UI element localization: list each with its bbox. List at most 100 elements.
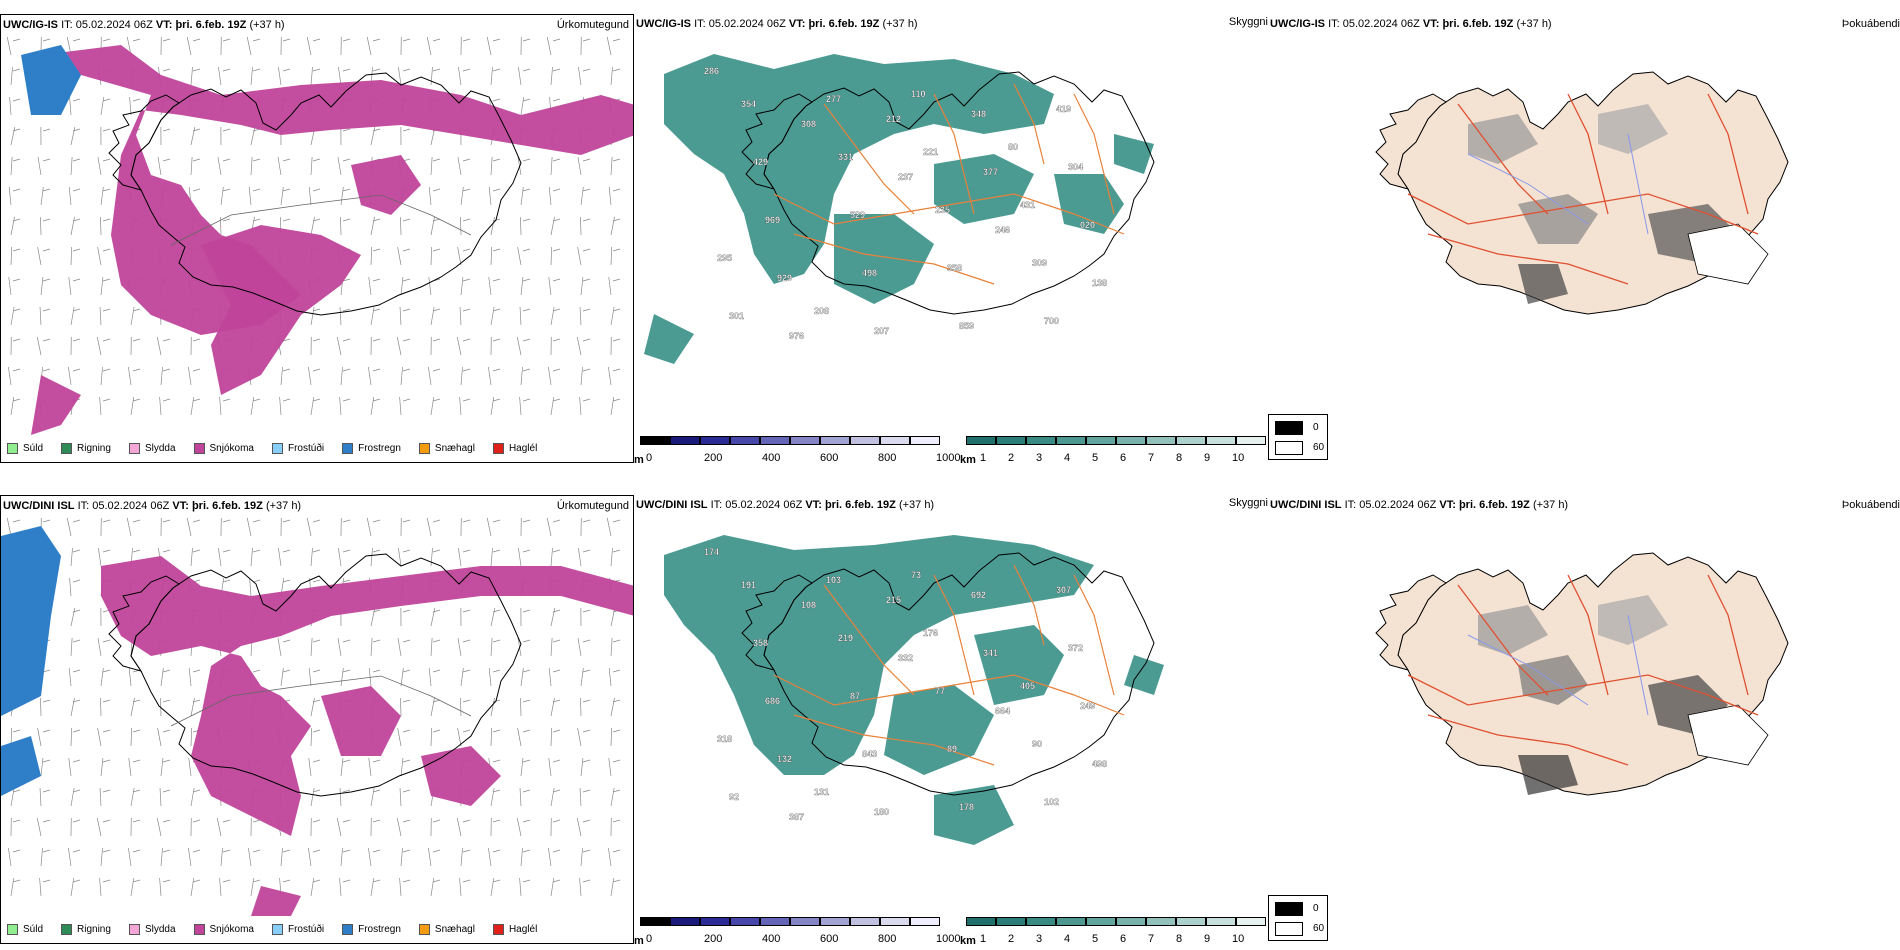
colorbar-tick: 4 <box>1064 452 1071 463</box>
panel-title: Úrkomutegund <box>556 500 629 512</box>
colorbar-tick: 7 <box>1148 933 1155 944</box>
legend-item-7: Haglél <box>492 443 537 454</box>
visibility-label: 221 <box>923 147 938 157</box>
map-layer <box>1375 71 1789 315</box>
fog-legend-swatch-60 <box>1275 922 1303 936</box>
visibility-label: 304 <box>1068 162 1083 172</box>
legend-item-0: Súld <box>7 443 43 454</box>
colorbar-segment <box>790 917 820 926</box>
visibility-label: 969 <box>765 215 780 225</box>
legend-label: Frostúði <box>287 443 325 454</box>
visibility-label: 301 <box>729 311 744 321</box>
elevation-colorbar: m 0 200 400 600 800 1000 <box>634 436 960 463</box>
visibility-label: 215 <box>886 595 901 605</box>
colorbar-unit: m <box>634 454 644 463</box>
legend-swatch <box>342 443 354 454</box>
visibility-label: 307 <box>1056 585 1071 595</box>
visibility-label: 90 <box>1032 739 1042 749</box>
legend-label: Frostregn <box>358 924 401 935</box>
colorbar-segment <box>730 436 760 445</box>
visibility-label: 686 <box>765 696 780 706</box>
panel-title: Þokuábendi <box>1841 18 1900 30</box>
fog-legend: 0 60 <box>1268 414 1328 460</box>
visibility-label: 92 <box>729 792 739 802</box>
colorbar-segment <box>1026 436 1056 445</box>
visibility-label: 429 <box>753 157 768 167</box>
colorbar-tick: 1 <box>980 933 987 944</box>
colorbar-segment <box>1146 917 1176 926</box>
colorbar-tick: 2 <box>1008 452 1015 463</box>
colorbar-segment <box>910 917 940 926</box>
precip-map <box>1 517 633 916</box>
visibility-label: 286 <box>704 66 719 76</box>
colorbar-tick: 6 <box>1120 933 1127 944</box>
colorbar-segment <box>700 436 730 445</box>
visibility-label: 859 <box>959 321 974 331</box>
visibility-panel-top: UWC/IG-IS IT: 05.02.2024 06Z VT: þri. 6.… <box>634 14 1268 463</box>
legend-item-2: Slydda <box>128 443 176 454</box>
legend-item-7: Haglél <box>492 924 537 935</box>
legend-swatch <box>418 924 430 935</box>
colorbar-tick: 9 <box>1204 933 1211 944</box>
visibility-label: 020 <box>1080 220 1095 230</box>
visibility-label: 131 <box>814 787 829 797</box>
visibility-label: 249 <box>1080 701 1095 711</box>
legend-swatch <box>7 443 18 454</box>
visibility-label: 89 <box>947 744 957 754</box>
visibility-label: 191 <box>741 580 756 590</box>
visibility-label: 108 <box>801 600 816 610</box>
panel-title: Skyggni <box>1228 16 1268 28</box>
legend-item-4: Frostúði <box>271 443 325 454</box>
visibility-label: 332 <box>898 653 913 663</box>
colorbar-tick: 600 <box>820 933 839 944</box>
visibility-label: 235 <box>935 205 950 215</box>
map-layer <box>1 517 633 916</box>
fog-legend-swatch-60 <box>1275 441 1303 455</box>
colorbar-segment <box>996 917 1026 926</box>
visibility-label: 331 <box>838 152 853 162</box>
visibility-colorbar: km 1 2 3 4 5 6 7 8 9 10 <box>960 436 1266 463</box>
legend-item-6: Snæhagl <box>418 924 475 935</box>
visibility-label: 295 <box>717 253 732 263</box>
legend-swatch <box>271 443 283 454</box>
legend-label: Snæhagl <box>434 924 475 935</box>
precip-type-panel-bottom: UWC/DINI ISL IT: 05.02.2024 06Z VT: þri.… <box>0 495 634 944</box>
colorbar-segment <box>760 917 790 926</box>
fog-legend: 0 60 <box>1268 895 1328 941</box>
colorbar-segment <box>1056 436 1086 445</box>
legend-swatch <box>128 443 140 454</box>
visibility-label: 103 <box>826 575 841 585</box>
fog-legend-label-0: 0 <box>1313 422 1319 433</box>
colorbar-tick: 3 <box>1036 933 1043 944</box>
visibility-label: 341 <box>983 648 998 658</box>
panel-header: UWC/DINI ISL IT: 05.02.2024 06Z VT: þri.… <box>3 500 302 512</box>
colorbar-segment <box>1206 917 1236 926</box>
visibility-label: 132 <box>777 754 792 764</box>
colorbar-segment <box>850 917 880 926</box>
colorbar-segment <box>880 917 910 926</box>
legend-label: Snjókoma <box>209 924 254 935</box>
visibility-map: 286 308 237 246 138 976 212 377 020 929 207 348 304 9… <box>644 54 1155 364</box>
legend-swatch <box>271 924 283 935</box>
colorbar-tick: 1000 <box>936 452 961 463</box>
visibility-label: 309 <box>1032 258 1047 268</box>
visibility-label: 277 <box>826 94 841 104</box>
visibility-label: 178 <box>959 802 974 812</box>
colorbar-segment <box>1236 436 1266 445</box>
visibility-label: 87 <box>850 691 860 701</box>
colorbar-unit: km <box>960 454 976 463</box>
visibility-label: 529 <box>850 210 865 220</box>
map-layer: 174 108 332 664 498 387 215 341 249 132 180 692 372 6… <box>664 535 1164 845</box>
visibility-label: 929 <box>777 273 792 283</box>
colorbar-tick: 0 <box>646 452 653 463</box>
colorbar-segment <box>640 436 670 445</box>
visibility-label: 174 <box>704 547 719 557</box>
visibility-label: 700 <box>1044 316 1059 326</box>
visibility-label: 498 <box>1092 759 1107 769</box>
visibility-label: 102 <box>1044 797 1059 807</box>
colorbar-segment <box>730 917 760 926</box>
colorbar-tick: 10 <box>1232 452 1245 463</box>
colorbar-segment <box>996 436 1026 445</box>
colorbar-tick: 5 <box>1092 933 1099 944</box>
legend-label: Rigning <box>77 924 111 935</box>
